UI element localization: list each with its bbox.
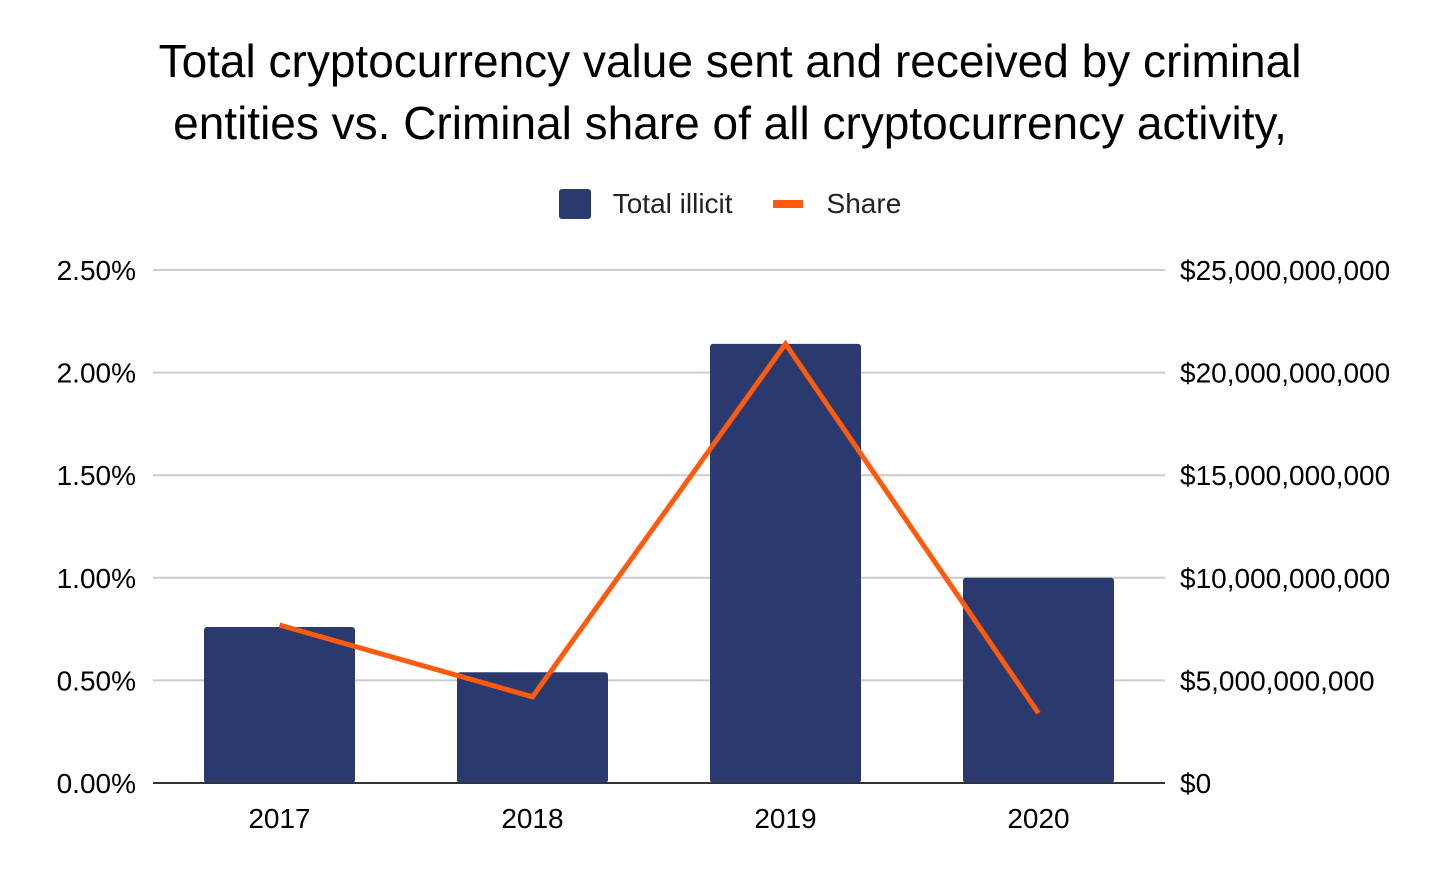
legend-item-share[interactable]: Share: [772, 188, 902, 220]
bar-2019: [710, 343, 861, 783]
chart-legend: Total illicit Share: [0, 184, 1456, 224]
left-axis-tick-label: 0.00%: [57, 768, 136, 799]
x-axis-tick-label: 2017: [248, 803, 310, 834]
left-axis-tick-label: 2.00%: [57, 358, 136, 389]
legend-label-share: Share: [826, 188, 902, 219]
chart-title: Total cryptocurrency value sent and rece…: [0, 30, 1456, 154]
bar-2017: [204, 627, 355, 783]
x-axis-tick-label: 2019: [754, 803, 816, 834]
x-axis-tick-label: 2018: [501, 803, 563, 834]
left-axis-tick-label: 0.50%: [57, 665, 136, 696]
x-axis-tick-label: 2020: [1007, 803, 1069, 834]
left-axis-tick-label: 1.50%: [57, 460, 136, 491]
right-axis-tick-label: $15,000,000,000: [1180, 460, 1390, 491]
chart-title-line-1: Total cryptocurrency value sent and rece…: [158, 35, 1302, 87]
right-axis-tick-label: $0: [1180, 768, 1211, 799]
right-axis-tick-label: $5,000,000,000: [1180, 665, 1375, 696]
legend-label-total-illicit: Total illicit: [612, 188, 733, 219]
right-axis-tick-label: $10,000,000,000: [1180, 563, 1390, 594]
chart-title-line-2: entities vs. Criminal share of all crypt…: [173, 97, 1287, 149]
right-axis-tick-label: $25,000,000,000: [1180, 255, 1390, 286]
legend-swatch-bar-icon: [558, 189, 591, 219]
bar-2020: [963, 577, 1114, 783]
legend-swatch-line-icon: [772, 200, 803, 208]
legend-item-total-illicit[interactable]: Total illicit: [558, 188, 733, 220]
left-axis-tick-label: 2.50%: [57, 255, 136, 286]
share-series-line: [278, 339, 1041, 715]
left-axis-tick-label: 1.00%: [57, 563, 136, 594]
right-axis-tick-label: $20,000,000,000: [1180, 358, 1390, 389]
bar-2018: [457, 672, 608, 783]
